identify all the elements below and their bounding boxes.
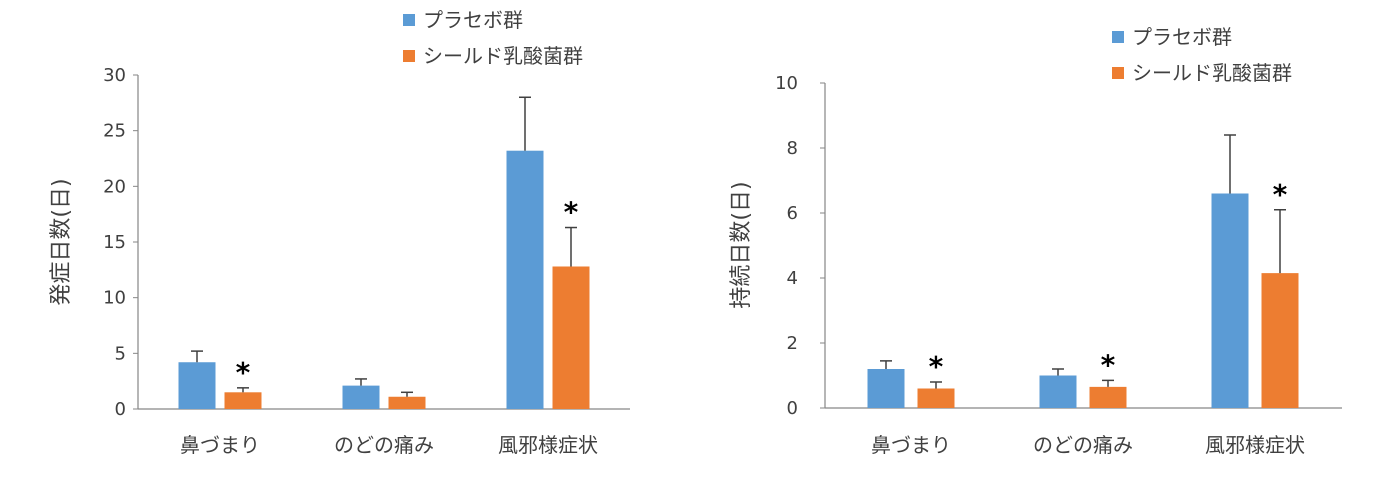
bar-placebo xyxy=(867,369,905,408)
y-axis-label: 発症日数(日) xyxy=(49,178,74,305)
bar-placebo xyxy=(1039,375,1077,408)
y-tick-label: 5 xyxy=(115,343,126,364)
bar-placebo xyxy=(342,385,380,409)
y-tick-label: 10 xyxy=(775,73,798,94)
category-label: 風邪様症状 xyxy=(1205,433,1305,457)
y-tick-label: 6 xyxy=(787,203,798,224)
bar-shield xyxy=(917,388,955,408)
y-tick-label: 10 xyxy=(103,288,126,309)
legend-label: シールド乳酸菌群 xyxy=(423,44,583,68)
bar-placebo xyxy=(506,150,544,409)
legend-swatch xyxy=(1112,67,1124,79)
y-tick-label: 0 xyxy=(787,398,798,419)
bar-shield xyxy=(224,392,262,409)
significance-marker: * xyxy=(236,356,251,389)
significance-marker: * xyxy=(1101,348,1116,381)
legend-label: プラセボ群 xyxy=(423,8,523,32)
bar-placebo xyxy=(1211,193,1249,408)
legend-swatch xyxy=(403,50,415,62)
y-tick-label: 0 xyxy=(115,399,126,420)
legend-label: プラセボ群 xyxy=(1132,25,1232,49)
y-tick-label: 25 xyxy=(103,121,126,142)
legend-label: シールド乳酸菌群 xyxy=(1132,61,1292,85)
category-label: 鼻づまり xyxy=(871,433,951,457)
significance-marker: * xyxy=(564,196,579,229)
y-tick-label: 8 xyxy=(787,138,798,159)
legend-swatch xyxy=(1112,31,1124,43)
bar-shield xyxy=(388,396,426,409)
y-tick-label: 2 xyxy=(787,333,798,354)
chart-2: 0 2 4 6 8 10 持続日数(日) 鼻づまり のどの痛み 風邪様症状 * * * プラセボ群シールド… xyxy=(729,25,1342,457)
legend-swatch xyxy=(403,14,415,26)
category-label: 風邪様症状 xyxy=(498,433,598,457)
significance-marker: * xyxy=(929,350,944,383)
bar-shield xyxy=(1261,273,1299,408)
significance-marker: * xyxy=(1273,178,1288,211)
y-tick-label: 20 xyxy=(103,176,126,197)
category-label: のどの痛み xyxy=(334,433,434,457)
category-label: のどの痛み xyxy=(1033,433,1133,457)
category-label: 鼻づまり xyxy=(180,433,260,457)
y-tick-label: 4 xyxy=(787,268,798,289)
bar-shield xyxy=(552,266,590,409)
bar-shield xyxy=(1089,386,1127,408)
bar-placebo xyxy=(178,362,216,409)
y-tick-label: 30 xyxy=(103,65,126,86)
chart-1: 0 5 10 15 20 25 30 発症日数(日) 鼻づまり のどの痛み 風邪様症状 * * プラセボ群… xyxy=(49,8,630,457)
y-tick-label: 15 xyxy=(103,232,126,253)
y-axis-label: 持続日数(日) xyxy=(729,181,754,308)
